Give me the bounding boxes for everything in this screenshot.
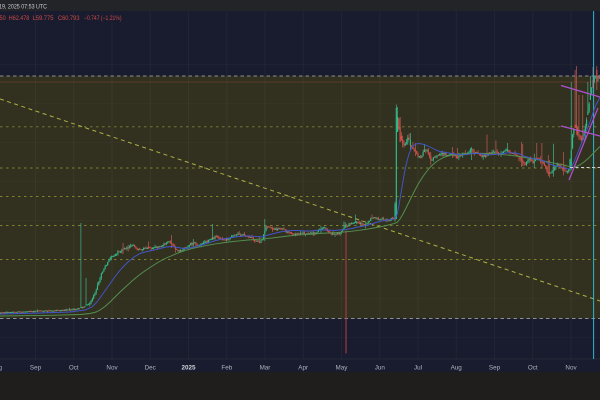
svg-text:Oct: Oct <box>528 364 538 371</box>
svg-text:C60.793: C60.793 <box>58 16 80 22</box>
svg-text:−0.747 (−1.21%): −0.747 (−1.21%) <box>84 16 122 22</box>
svg-text:Oct: Oct <box>69 364 79 371</box>
svg-text:Feb: Feb <box>221 364 232 371</box>
svg-text:May: May <box>336 364 349 371</box>
svg-text:Mar: Mar <box>260 364 271 371</box>
svg-text:H62.478: H62.478 <box>9 16 30 22</box>
svg-text:2025: 2025 <box>181 364 196 371</box>
svg-text:50: 50 <box>0 16 6 22</box>
svg-text:g: g <box>0 364 2 371</box>
svg-text:19, 2025 07:53 UTC: 19, 2025 07:53 UTC <box>0 5 48 11</box>
svg-text:Sep: Sep <box>489 364 501 371</box>
svg-text:Aug: Aug <box>451 364 463 371</box>
svg-text:Nov: Nov <box>565 364 577 371</box>
svg-text:L59.775: L59.775 <box>33 16 55 22</box>
svg-text:Nov: Nov <box>106 364 118 371</box>
svg-text:Sep: Sep <box>30 364 42 371</box>
svg-text:Dec: Dec <box>145 364 156 371</box>
svg-text:Jul: Jul <box>414 364 422 371</box>
svg-text:Jun: Jun <box>375 364 386 371</box>
svg-text:Apr: Apr <box>298 364 308 371</box>
